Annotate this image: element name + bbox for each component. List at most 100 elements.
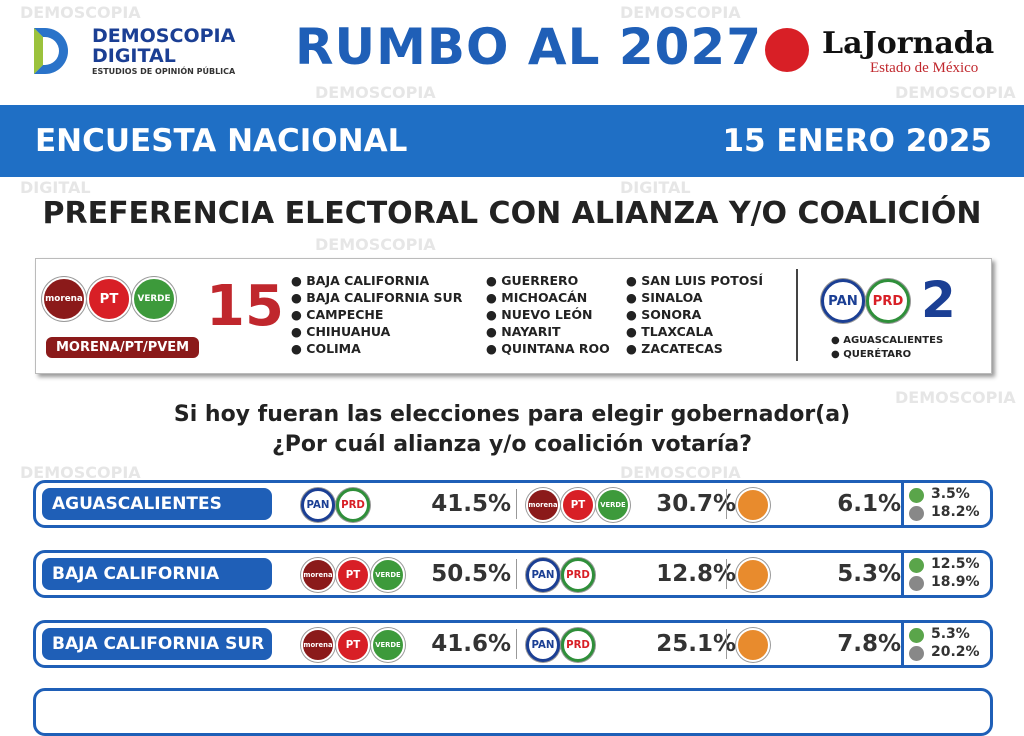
divider (901, 623, 904, 665)
state-item: ● ZACATECAS (626, 341, 723, 356)
coalition-count: 15 (206, 274, 284, 339)
summary-box: morena PT VERDE MORENA/PT/PVEM 15 ● BAJA C… (35, 258, 992, 374)
state-item: ● CAMPECHE (291, 307, 384, 322)
divider (726, 559, 727, 589)
state-item: ● SINALOA (626, 290, 703, 305)
banner: ENCUESTA NACIONAL 15 ENERO 2025 (0, 105, 1024, 177)
party-logo: VERDE (371, 558, 405, 592)
watermark: DEMOSCOPIA (895, 83, 1016, 102)
question: ¿Por cuál alianza y/o coalición votaría? (271, 432, 753, 457)
divider (901, 483, 904, 525)
brand-name: DIGITAL (92, 45, 176, 67)
divider (516, 559, 517, 589)
party-logo: VERDE (371, 628, 405, 662)
undecided-share: 18.2% (931, 504, 980, 520)
vote-share: 41.5% (431, 491, 511, 517)
party-logo: PAN (526, 628, 560, 662)
watermark: DEMOSCOPIA (20, 463, 141, 482)
banner-right: 15 ENERO 2025 (722, 123, 992, 159)
vote-share: 12.8% (656, 561, 736, 587)
party-logo: PT (336, 628, 370, 662)
party-logo: PT (87, 277, 131, 321)
other-count: 2 (921, 271, 956, 329)
party-logo: PAN (301, 488, 335, 522)
main-title: RUMBO AL 2027 (295, 18, 763, 76)
result-row: BAJA CALIFORNIA SUR morena PT VERDE 41.6% PAN… (33, 620, 993, 668)
brand-name: DEMOSCOPIA (92, 25, 236, 47)
watermark: DIGITAL (20, 178, 91, 197)
coalition-label: MORENA/PT/PVEM (46, 337, 200, 358)
party-logo: VERDE (132, 277, 176, 321)
logo-group (736, 628, 771, 662)
logo-group: PAN PRD (526, 558, 596, 592)
state-item: ● NUEVO LEÓN (486, 307, 593, 322)
party-logo: PRD (561, 628, 595, 662)
party-logo (736, 628, 770, 662)
logo-group (736, 558, 771, 592)
watermark: DEMOSCOPIA (20, 3, 141, 22)
party-logo: PT (336, 558, 370, 592)
state-item: ● SAN LUIS POTOSÍ (626, 273, 764, 288)
state-item: ● NAYARIT (486, 324, 561, 339)
state-item: ● CHIHUAHUA (291, 324, 391, 339)
watermark: DEMOSCOPIA (895, 388, 1016, 407)
other-share: 12.5% (931, 556, 980, 572)
logo-group: morena PT VERDE (526, 488, 631, 522)
party-logo: morena (301, 558, 335, 592)
logo-group: PAN PRD (526, 628, 596, 662)
heading: PREFERENCIA ELECTORAL CON ALIANZA Y/O CO… (42, 196, 982, 231)
vote-share: 50.5% (431, 561, 511, 587)
state-item: ● AGUASCALIENTES (831, 335, 944, 346)
vote-share: 25.1% (656, 631, 736, 657)
party-logo: morena (526, 488, 560, 522)
watermark: DEMOSCOPIA (315, 235, 436, 254)
party-logo: morena (42, 277, 86, 321)
brand-tagline: ESTUDIOS DE OPINIÓN PÚBLICA (92, 67, 236, 76)
icon (909, 576, 924, 591)
state-item: ● BAJA CALIFORNIA SUR (291, 290, 463, 305)
party-logo: PRD (561, 558, 595, 592)
page: DEMOSCOPIA DEMOSCOPIA DEMOSCOPIA DEMOSCO… (0, 3, 1024, 736)
state-item: ● QUINTANA ROO (486, 341, 610, 356)
icon (909, 506, 924, 521)
party-logo: PT (561, 488, 595, 522)
party-logo: morena (301, 628, 335, 662)
state-name: BAJA CALIFORNIA SUR (42, 628, 272, 660)
divider (516, 489, 517, 519)
watermark: DEMOSCOPIA (315, 83, 436, 102)
result-row (33, 688, 993, 736)
divider (726, 629, 727, 659)
question: Si hoy fueran las elecciones para elegir… (173, 402, 851, 427)
icon (909, 646, 924, 661)
state-item: ● BAJA CALIFORNIA (291, 273, 430, 288)
brand-logo (22, 28, 82, 76)
state-name: AGUASCALIENTES (42, 488, 272, 520)
vote-share: 7.8% (837, 631, 901, 657)
divider (726, 489, 727, 519)
party-logo: PAN (526, 558, 560, 592)
undecided-share: 18.9% (931, 574, 980, 590)
other-share: 3.5% (931, 486, 970, 502)
logo-group (736, 488, 771, 522)
party-logo (736, 488, 770, 522)
party-logo: PAN (821, 279, 865, 323)
vote-share: 41.6% (431, 631, 511, 657)
icon (909, 558, 924, 573)
logo-group: morena PT VERDE (301, 558, 406, 592)
watermark: DEMOSCOPIA (620, 3, 741, 22)
other-share: 5.3% (931, 626, 970, 642)
vote-share: 30.7% (656, 491, 736, 517)
banner-left: ENCUESTA NACIONAL (35, 123, 408, 159)
icon (909, 488, 924, 503)
watermark: DIGITAL (620, 178, 691, 197)
state-item: ● TLAXCALA (626, 324, 714, 339)
icon (909, 628, 924, 643)
result-row: AGUASCALIENTES PAN PRD 41.5% morena PT VERDE 30… (33, 480, 993, 528)
undecided-share: 20.2% (931, 644, 980, 660)
party-logo: PRD (336, 488, 370, 522)
logo-group: morena PT VERDE (301, 628, 406, 662)
state-item: ● GUERRERO (486, 273, 579, 288)
vote-share: 5.3% (837, 561, 901, 587)
state-item: ● SONORA (626, 307, 702, 322)
state-item: ● COLIMA (291, 341, 361, 356)
